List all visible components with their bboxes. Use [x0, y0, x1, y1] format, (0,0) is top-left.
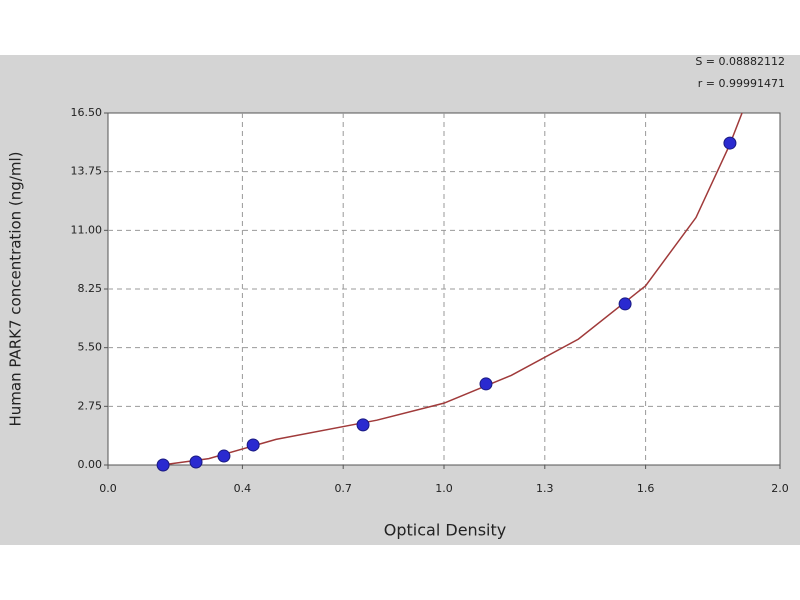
y-axis-title: Human PARK7 concentration (ng/ml) [7, 151, 25, 426]
y-tick-label: 11.00 [71, 223, 103, 236]
x-axis-title: Optical Density [384, 521, 506, 540]
x-tick-label: 1.0 [435, 482, 453, 495]
y-tick-label: 0.00 [78, 458, 103, 471]
y-tick-label: 16.50 [71, 106, 103, 119]
data-point [356, 418, 370, 432]
y-tick-label: 5.50 [78, 341, 103, 354]
annotation: r = 0.99991471 [698, 77, 785, 90]
data-point [246, 438, 260, 452]
x-tick-label: 0.0 [99, 482, 117, 495]
data-point [479, 377, 493, 391]
data-point [618, 297, 632, 311]
x-tick-label: 1.6 [637, 482, 655, 495]
x-tick-label: 2.0 [771, 482, 789, 495]
data-point [217, 449, 231, 463]
x-tick-label: 1.3 [536, 482, 554, 495]
data-point [723, 136, 737, 150]
y-tick-label: 13.75 [71, 165, 103, 178]
data-point [156, 458, 170, 472]
annotation: S = 0.08882112 [695, 55, 785, 68]
x-tick-label: 0.4 [234, 482, 252, 495]
x-tick-label: 0.7 [334, 482, 352, 495]
data-point [189, 455, 203, 469]
y-tick-label: 2.75 [78, 399, 103, 412]
y-tick-label: 8.25 [78, 282, 103, 295]
